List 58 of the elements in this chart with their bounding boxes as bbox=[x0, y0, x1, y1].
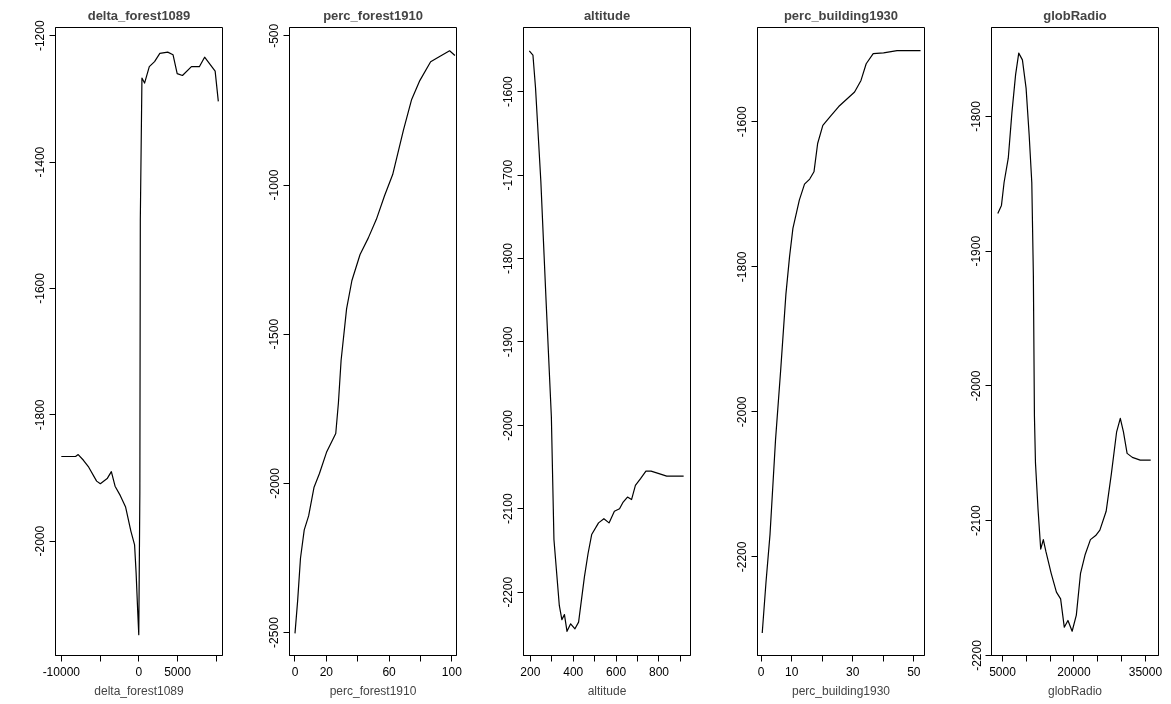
chart-title: altitude bbox=[583, 7, 631, 23]
x-axis-title: delta_forest1089 bbox=[94, 683, 185, 698]
x-tick-label: 20000 bbox=[1057, 664, 1091, 679]
x-tick-label: 30 bbox=[846, 664, 860, 679]
line-series bbox=[997, 52, 1152, 632]
x-tick-label: 35000 bbox=[1128, 664, 1163, 679]
y-tick-label: -1800 bbox=[969, 100, 984, 132]
x-tick-label: 600 bbox=[606, 664, 627, 679]
x-tick-label: 60 bbox=[382, 664, 397, 679]
chart-title: delta_forest1089 bbox=[87, 7, 191, 23]
y-tick-label: -1800 bbox=[501, 242, 516, 274]
x-axis-title: perc_building1930 bbox=[791, 683, 891, 698]
line-series bbox=[528, 50, 685, 632]
x-axis-title: globRadio bbox=[1047, 683, 1103, 698]
x-tick-label: 100 bbox=[441, 664, 463, 679]
y-tick-label: -2100 bbox=[501, 493, 516, 525]
x-tick-label: 5000 bbox=[989, 664, 1017, 679]
y-tick-label: -2000 bbox=[735, 396, 750, 428]
x-tick-label: 400 bbox=[563, 664, 584, 679]
x-tick-label: 0 bbox=[291, 664, 299, 679]
x-tick-label: 0 bbox=[757, 664, 765, 679]
y-tick-label: -500 bbox=[267, 23, 282, 48]
x-tick-label: 50 bbox=[907, 664, 921, 679]
chart-title: perc_building1930 bbox=[783, 7, 899, 23]
y-tick-label: -1600 bbox=[33, 272, 48, 304]
x-tick-label: -10000 bbox=[42, 664, 81, 679]
y-tick-label: -2000 bbox=[969, 370, 984, 402]
y-tick-label: -1400 bbox=[33, 146, 48, 178]
y-tick-label: -2200 bbox=[735, 541, 750, 573]
y-tick-label: -2500 bbox=[267, 616, 282, 648]
x-tick-label: 800 bbox=[648, 664, 670, 679]
x-tick-label: 200 bbox=[520, 664, 541, 679]
y-tick-label: -1700 bbox=[501, 159, 516, 191]
y-tick-label: -1900 bbox=[501, 326, 516, 358]
x-tick-label: 5000 bbox=[164, 664, 192, 679]
chart-title: perc_forest1910 bbox=[323, 7, 423, 23]
y-tick-label: -1800 bbox=[33, 399, 48, 431]
y-tick-label: -2000 bbox=[501, 409, 516, 441]
line-series bbox=[761, 50, 922, 634]
y-tick-label: -2000 bbox=[267, 467, 282, 499]
x-axis-title: altitude bbox=[587, 683, 627, 698]
y-tick-label: -1600 bbox=[501, 76, 516, 108]
y-tick-label: -2200 bbox=[501, 576, 516, 608]
y-tick-label: -2100 bbox=[969, 505, 984, 537]
y-tick-label: -2200 bbox=[969, 639, 984, 671]
y-tick-label: -1600 bbox=[735, 106, 750, 138]
y-tick-label: -1000 bbox=[267, 169, 282, 201]
y-tick-label: -1200 bbox=[33, 20, 48, 52]
x-axis-title: perc_forest1910 bbox=[329, 683, 417, 698]
x-tick-label: 20 bbox=[319, 664, 334, 679]
y-tick-label: -1800 bbox=[735, 251, 750, 283]
chart-title: globRadio bbox=[1043, 7, 1107, 23]
line-series bbox=[60, 51, 219, 636]
x-tick-label: 0 bbox=[135, 664, 143, 679]
x-tick-label: 10 bbox=[785, 664, 799, 679]
y-tick-label: -1900 bbox=[969, 235, 984, 267]
y-tick-label: -2000 bbox=[33, 525, 48, 557]
y-tick-label: -1500 bbox=[267, 318, 282, 350]
